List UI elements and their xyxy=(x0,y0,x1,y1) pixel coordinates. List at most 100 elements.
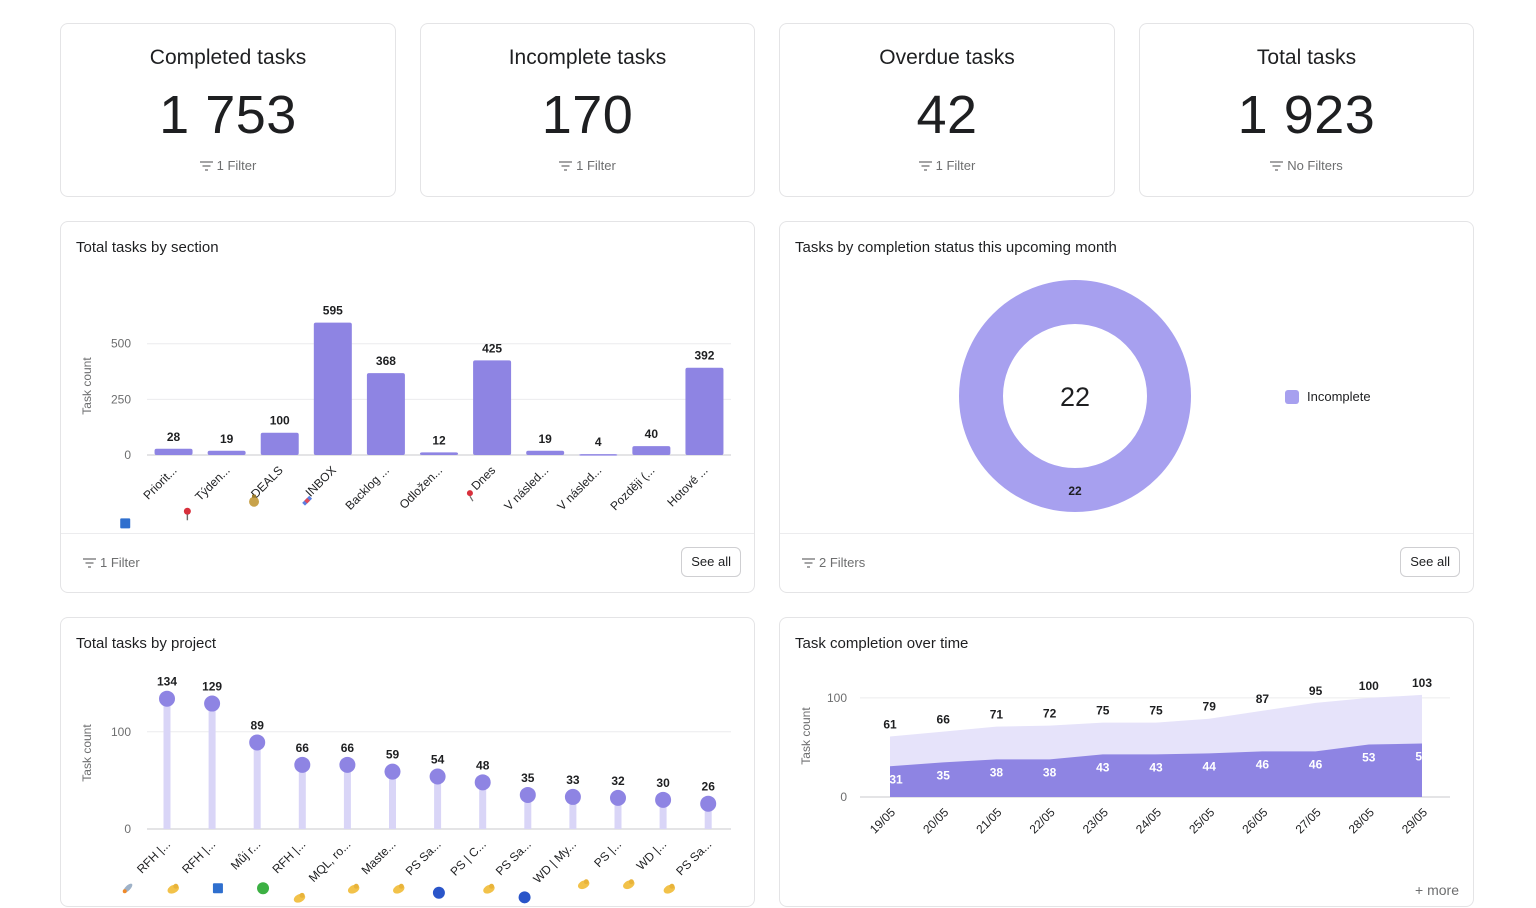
stat-value: 170 xyxy=(541,85,634,145)
moneybag-icon xyxy=(249,494,260,507)
x-tick-label: Maste... xyxy=(359,837,399,877)
bar xyxy=(366,373,405,455)
filter-icon xyxy=(199,160,213,171)
data-label: 40 xyxy=(645,427,659,441)
x-tick-label: 28/05 xyxy=(1346,805,1377,836)
data-label: 4 xyxy=(595,435,602,449)
data-label: 595 xyxy=(323,304,343,318)
filter-icon xyxy=(918,160,932,171)
y-axis-label: Task count xyxy=(799,707,813,765)
lollipop-stem xyxy=(524,794,532,829)
footer-filter[interactable]: 1 Filter xyxy=(83,555,140,570)
card-title: Total tasks by project xyxy=(76,635,217,652)
data-label: 61 xyxy=(883,718,897,732)
filter-icon xyxy=(1270,160,1284,171)
x-tick-label: 29/05 xyxy=(1399,805,1430,836)
stat-filter[interactable]: 1 Filter xyxy=(421,158,754,173)
bar xyxy=(260,432,299,455)
data-label: 392 xyxy=(694,349,714,363)
data-label: 53 xyxy=(1362,750,1376,764)
y-tick-label: 0 xyxy=(124,822,131,836)
filter-icon xyxy=(559,160,573,171)
data-label: 129 xyxy=(202,680,222,694)
muscle-icon xyxy=(577,879,590,890)
stat-card-incomplete[interactable]: Incomplete tasks 170 1 Filter xyxy=(420,23,755,197)
stat-card-completed[interactable]: Completed tasks 1 753 1 Filter xyxy=(60,23,396,197)
stat-filter-label: 1 Filter xyxy=(216,158,257,173)
data-label: 66 xyxy=(296,741,310,755)
donut-center-value: 22 xyxy=(1060,382,1090,412)
pushpin-icon xyxy=(183,507,191,521)
data-label: 72 xyxy=(1043,707,1057,721)
donut-slice xyxy=(959,280,1191,512)
slice-label: 22 xyxy=(1068,484,1082,498)
lollipop-stem xyxy=(479,782,487,829)
x-tick-label: PS Sa... xyxy=(403,837,444,878)
x-tick-label: 25/05 xyxy=(1186,805,1217,836)
data-label: 35 xyxy=(937,768,951,782)
y-tick-label: 100 xyxy=(111,725,131,739)
x-tick-label: Hotové ... xyxy=(664,463,710,509)
chart-legend: Incomplete xyxy=(1285,389,1371,405)
x-tick-label: Priorit... xyxy=(141,463,180,502)
x-tick-label: PS | C... xyxy=(447,837,488,878)
lollipop-stem xyxy=(298,764,306,829)
x-tick-label: 22/05 xyxy=(1027,805,1058,836)
lollipop-dot xyxy=(474,774,491,791)
stat-filter-label: No Filters xyxy=(1287,158,1343,173)
stat-card-overdue[interactable]: Overdue tasks 42 1 Filter xyxy=(779,23,1115,197)
stat-value: 42 xyxy=(916,85,978,145)
see-all-button[interactable]: See all xyxy=(681,547,741,577)
filter-icon xyxy=(83,557,96,568)
lollipop-stem xyxy=(208,703,216,829)
data-label: 59 xyxy=(386,748,400,762)
x-tick-label: INBOX xyxy=(303,463,339,499)
lollipop-dot xyxy=(294,756,311,773)
x-tick-label: V násled... xyxy=(501,463,551,513)
stat-filter[interactable]: No Filters xyxy=(1140,158,1473,173)
see-all-button[interactable]: See all xyxy=(1400,547,1460,577)
lollipop-stem xyxy=(659,799,667,829)
legend-swatch xyxy=(1285,389,1299,404)
data-label: 54 xyxy=(431,752,445,766)
blue-square-icon xyxy=(212,883,223,894)
lollipop-dot xyxy=(204,695,221,712)
syringe-icon xyxy=(302,495,313,506)
status-donut-chart: 22 22 xyxy=(959,280,1191,512)
status-chart-card: Tasks by completion status this upcoming… xyxy=(779,221,1474,593)
x-tick-label: WD | My... xyxy=(530,837,579,886)
card-title: Task completion over time xyxy=(795,635,969,652)
stat-title: Overdue tasks xyxy=(879,46,1015,69)
y-tick-label: 250 xyxy=(111,392,131,406)
stat-title: Total tasks xyxy=(1256,46,1357,69)
data-label: 71 xyxy=(990,708,1004,722)
x-tick-label: Odložen... xyxy=(397,463,446,512)
x-tick-label: RFH |... xyxy=(134,837,173,876)
footer-filter-label: 1 Filter xyxy=(100,555,140,570)
data-label: 425 xyxy=(482,341,502,355)
stat-filter[interactable]: 1 Filter xyxy=(61,158,395,173)
x-tick-label: 24/05 xyxy=(1133,805,1164,836)
data-label: 368 xyxy=(376,354,396,368)
muscle-icon xyxy=(663,883,676,894)
stat-filter[interactable]: 1 Filter xyxy=(780,158,1114,173)
more-link[interactable]: + more xyxy=(1415,882,1459,898)
time-chart-card: Task completion over time 0 100 Task count… xyxy=(779,617,1474,907)
data-label: 12 xyxy=(432,433,446,447)
lollipop-dot xyxy=(655,791,672,808)
data-label: 19 xyxy=(220,432,234,446)
bar xyxy=(526,450,565,455)
data-label: 134 xyxy=(157,675,177,689)
data-label: 100 xyxy=(1359,679,1379,693)
bar xyxy=(579,454,618,456)
lollipop-dot xyxy=(159,690,175,707)
stat-value: 1 753 xyxy=(159,85,297,145)
project-lollipop-chart: 0 100 Task count 134 RFH |... 129 RFH |... 89 Mů… xyxy=(80,675,731,904)
stat-card-total[interactable]: Total tasks 1 923 No Filters xyxy=(1139,23,1474,197)
footer-filter[interactable]: 2 Filters xyxy=(802,555,865,570)
muscle-icon xyxy=(483,883,495,894)
data-label: 38 xyxy=(1043,765,1057,779)
card-title: Tasks by completion status this upcoming… xyxy=(795,239,1117,256)
lollipop-stem xyxy=(253,742,261,829)
lollipop-stem xyxy=(569,796,577,829)
